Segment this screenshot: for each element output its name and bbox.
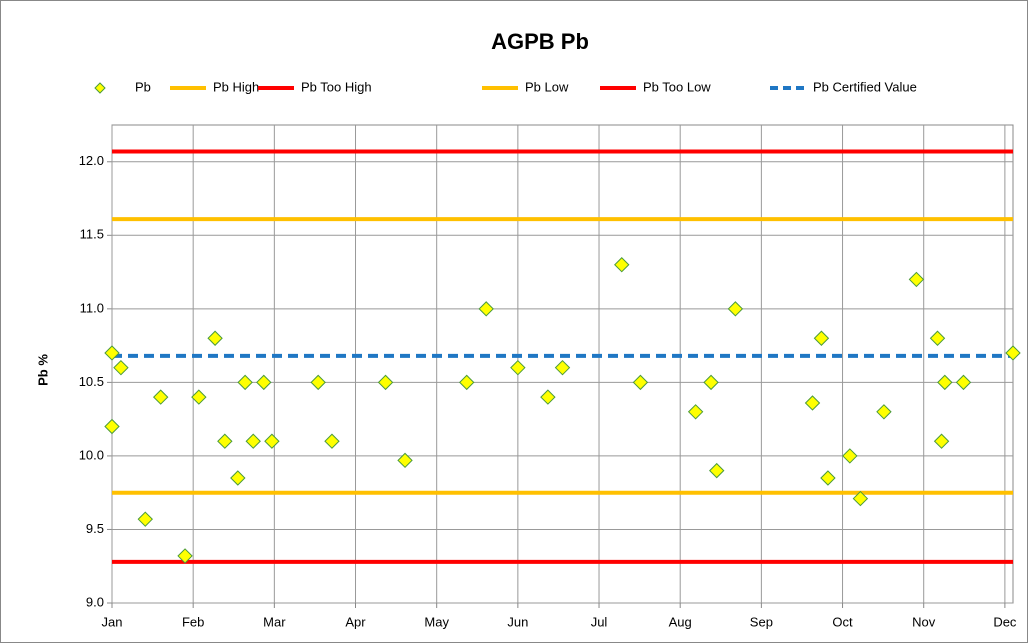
point <box>137 511 153 527</box>
legend-label: Pb <box>135 79 151 94</box>
point <box>908 271 925 288</box>
point <box>709 462 725 479</box>
point <box>237 374 253 391</box>
legend-label: Pb High <box>213 79 259 94</box>
legend-marker <box>94 82 106 94</box>
point <box>687 404 704 420</box>
x-tick-label: May <box>424 614 449 629</box>
point <box>929 330 946 346</box>
point <box>852 490 869 507</box>
point <box>230 470 246 486</box>
x-tick-label: Sep <box>750 614 773 629</box>
point <box>104 345 120 361</box>
point <box>933 433 950 449</box>
point <box>804 395 821 411</box>
point <box>876 404 892 420</box>
x-tick-label: Jun <box>507 614 528 629</box>
point <box>104 418 120 435</box>
point <box>955 374 972 391</box>
y-tick-label: 10.5 <box>79 374 104 389</box>
point <box>377 374 394 391</box>
y-tick-label: 9.0 <box>86 594 104 609</box>
point <box>397 452 413 469</box>
point <box>310 374 326 391</box>
x-tick-label: Dec <box>993 614 1017 629</box>
point <box>554 359 571 376</box>
y-tick-label: 11.5 <box>80 227 104 242</box>
point <box>191 389 207 405</box>
legend-label: Pb Low <box>525 79 569 94</box>
point <box>813 330 830 346</box>
point <box>177 548 193 564</box>
point <box>937 374 953 391</box>
x-tick-label: Nov <box>912 614 936 629</box>
x-tick-label: Oct <box>832 614 853 629</box>
point <box>1005 345 1021 361</box>
point <box>113 359 129 376</box>
x-tick-label: Apr <box>345 614 366 629</box>
y-tick-label: 9.5 <box>86 521 104 536</box>
point <box>245 433 261 449</box>
y-tick-label: 11.0 <box>80 300 104 315</box>
point <box>207 330 223 346</box>
legend-label: Pb Certified Value <box>813 79 917 94</box>
x-tick-label: Mar <box>263 614 286 629</box>
point <box>614 257 630 273</box>
point <box>256 374 272 391</box>
x-tick-label: Jul <box>591 614 608 629</box>
x-tick-label: Jan <box>102 614 123 629</box>
point <box>540 389 556 405</box>
point <box>703 374 719 391</box>
point <box>217 433 233 449</box>
chart-title: AGPB Pb <box>491 29 589 54</box>
point <box>632 374 649 391</box>
point <box>727 301 744 317</box>
point <box>842 448 858 464</box>
point <box>510 359 526 376</box>
x-tick-label: Feb <box>182 614 204 629</box>
y-tick-label: 10.0 <box>79 447 104 462</box>
x-tick-label: Aug <box>669 614 692 629</box>
point <box>152 389 169 405</box>
y-tick-label: 12.0 <box>79 153 104 168</box>
point <box>324 433 340 449</box>
point <box>264 433 280 449</box>
legend-label: Pb Too High <box>301 79 372 94</box>
point <box>478 301 494 317</box>
y-axis-label: Pb % <box>35 354 50 386</box>
legend-label: Pb Too Low <box>643 79 711 94</box>
point <box>459 374 475 391</box>
point <box>820 470 836 486</box>
